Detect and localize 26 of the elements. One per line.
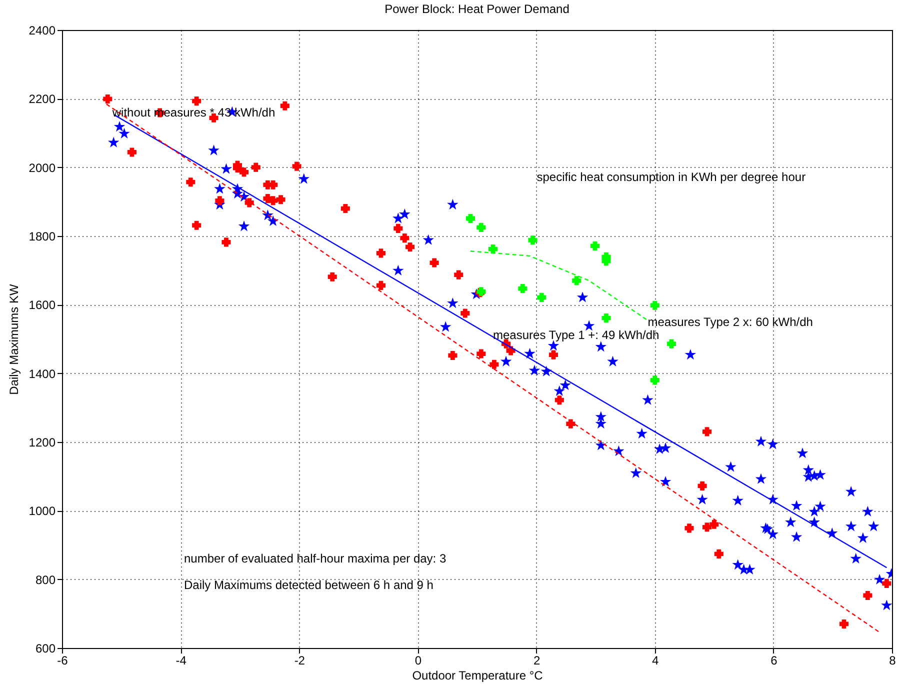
y-axis-title: Daily Maximums KW <box>6 283 21 395</box>
x-tick-label: -4 <box>176 654 187 668</box>
y-tick-label: 2000 <box>28 160 56 175</box>
y-tick-label: 1000 <box>28 504 56 518</box>
x-tick-label: 2 <box>533 654 540 668</box>
annotation: number of evaluated half-hour maxima per day: 3 <box>184 551 446 566</box>
annotation: measures Type 2 x: 60 kWh/dh <box>648 315 813 330</box>
y-tick-label: 1200 <box>28 436 56 450</box>
y-tick-label: 2200 <box>28 92 56 106</box>
x-tick-label: 0 <box>414 654 422 668</box>
y-tick-label: 600 <box>35 642 56 656</box>
annotation: Daily Maximums detected between 6 h and 9 h <box>184 578 434 592</box>
y-tick-label: 2400 <box>28 24 56 38</box>
annotation: measures Type 1 +: 49 kWh/dh <box>493 328 660 342</box>
annotation: specific heat consumption in KWh per degree hour <box>536 170 806 184</box>
x-tick-label: -6 <box>57 654 68 668</box>
y-tick-label: 800 <box>35 572 56 587</box>
x-tick-label: 6 <box>770 654 778 668</box>
x-tick-label: 8 <box>889 654 896 668</box>
chart-title: Power Block: Heat Power Demand <box>384 2 570 16</box>
y-tick-label: 1600 <box>28 298 56 312</box>
y-tick-label: 1400 <box>28 366 56 381</box>
x-tick-label: 4 <box>652 654 660 668</box>
x-tick-label: -2 <box>294 654 306 668</box>
y-tick-label: 1800 <box>28 230 56 244</box>
x-axis-title: Outdoor Temperature °C <box>412 668 544 682</box>
